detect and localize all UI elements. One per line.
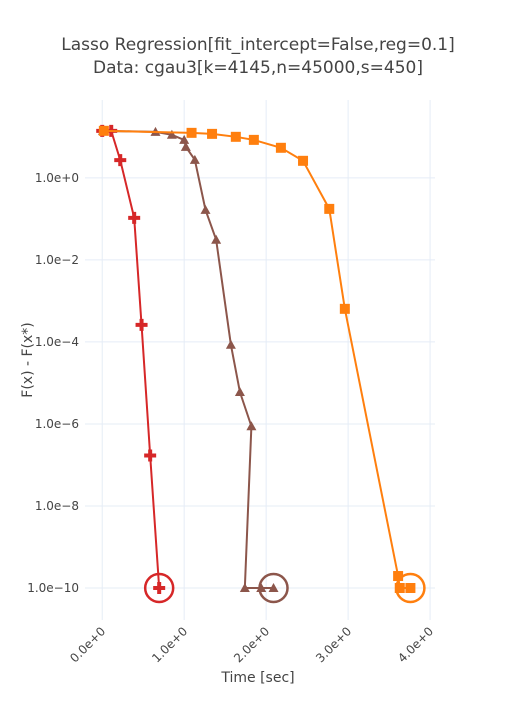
marker — [268, 583, 279, 593]
marker — [207, 128, 218, 139]
marker — [246, 421, 257, 431]
marker — [239, 583, 250, 593]
marker — [234, 387, 245, 397]
y-tick-label: 1.0e+0 — [35, 171, 79, 185]
final-point-circle — [143, 572, 175, 604]
y-axis-title: F(x) - F(x*) — [20, 322, 36, 397]
marker — [114, 154, 127, 167]
marker — [248, 134, 259, 145]
x-tick-label: 4.0e+0 — [395, 624, 436, 665]
marker — [225, 339, 236, 349]
marker — [186, 127, 197, 138]
x-axis-title: Time [sec] — [220, 670, 294, 686]
marker — [135, 318, 148, 331]
marker — [200, 204, 211, 214]
x-tick-label: 2.0e+0 — [231, 624, 272, 665]
marker — [128, 211, 141, 224]
series-line — [103, 129, 274, 590]
marker — [98, 125, 109, 136]
marker — [275, 142, 286, 153]
marker — [405, 583, 416, 594]
series-line — [103, 129, 411, 590]
y-tick-label: 1.0e−10 — [27, 581, 79, 595]
marker — [179, 134, 190, 144]
x-tick-label: 1.0e+0 — [149, 624, 190, 665]
marker — [153, 582, 166, 595]
series-line — [102, 129, 161, 589]
y-tick-label: 1.0e−4 — [35, 335, 79, 349]
y-tick-label: 1.0e−8 — [35, 499, 79, 513]
marker — [144, 449, 157, 462]
marker — [298, 155, 309, 166]
marker — [189, 154, 200, 164]
marker — [324, 203, 335, 214]
marker — [211, 234, 222, 244]
marker — [166, 129, 177, 139]
y-tick-label: 1.0e−2 — [35, 253, 79, 267]
marker — [230, 131, 241, 142]
marker — [339, 303, 350, 314]
final-point-circle — [395, 572, 426, 604]
final-point-circle — [258, 572, 289, 604]
chart-title: Lasso Regression[fit_intercept=False,reg… — [61, 35, 455, 55]
marker — [180, 141, 191, 151]
x-tick-label: 3.0e+0 — [313, 624, 354, 665]
chart-subtitle: Data: cgau3[k=4145,n=45000,s=450] — [93, 58, 423, 78]
y-tick-label: 1.0e−6 — [35, 417, 79, 431]
x-tick-label: 0.0e+0 — [67, 624, 108, 665]
